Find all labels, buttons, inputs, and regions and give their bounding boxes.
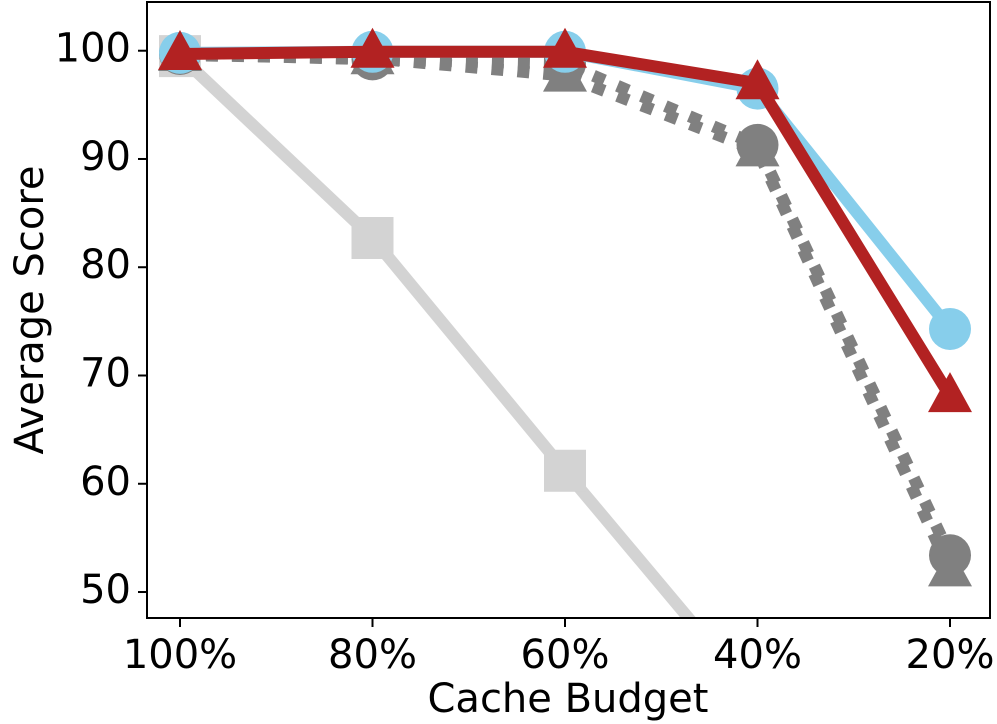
triangle-marker — [928, 372, 972, 413]
y-tick-label: 90 — [80, 134, 131, 180]
x-tick-label: 20% — [906, 632, 995, 678]
y-tick-label: 70 — [80, 350, 131, 396]
y-tick-label: 60 — [80, 459, 131, 505]
triangle-marker — [928, 546, 972, 587]
series-line — [175, 51, 697, 618]
series-line — [179, 45, 956, 400]
axes-frame — [146, 1, 991, 619]
x-tick-label: 60% — [521, 632, 610, 678]
y-tick-label: 80 — [80, 242, 131, 288]
y-axis-label: Average Score — [7, 165, 53, 454]
triangle-marker — [735, 126, 780, 167]
triangle-marker — [350, 27, 395, 68]
triangle-marker — [158, 29, 202, 70]
square-marker — [737, 679, 779, 721]
x-tick-label: 80% — [328, 632, 417, 678]
circle-marker — [929, 307, 971, 350]
triangle-marker — [735, 59, 780, 100]
square-marker — [351, 217, 394, 260]
x-tick-label: 40% — [713, 632, 802, 678]
x-tick-label: 100% — [123, 632, 237, 678]
x-axis-label: Cache Budget — [428, 676, 709, 722]
plot-area — [158, 27, 972, 721]
y-tick-label: 100 — [55, 26, 131, 72]
square-marker — [544, 449, 586, 492]
series-line — [179, 45, 955, 333]
triangle-marker — [543, 27, 587, 68]
series-line — [179, 49, 956, 573]
y-tick-label: 50 — [80, 567, 131, 613]
